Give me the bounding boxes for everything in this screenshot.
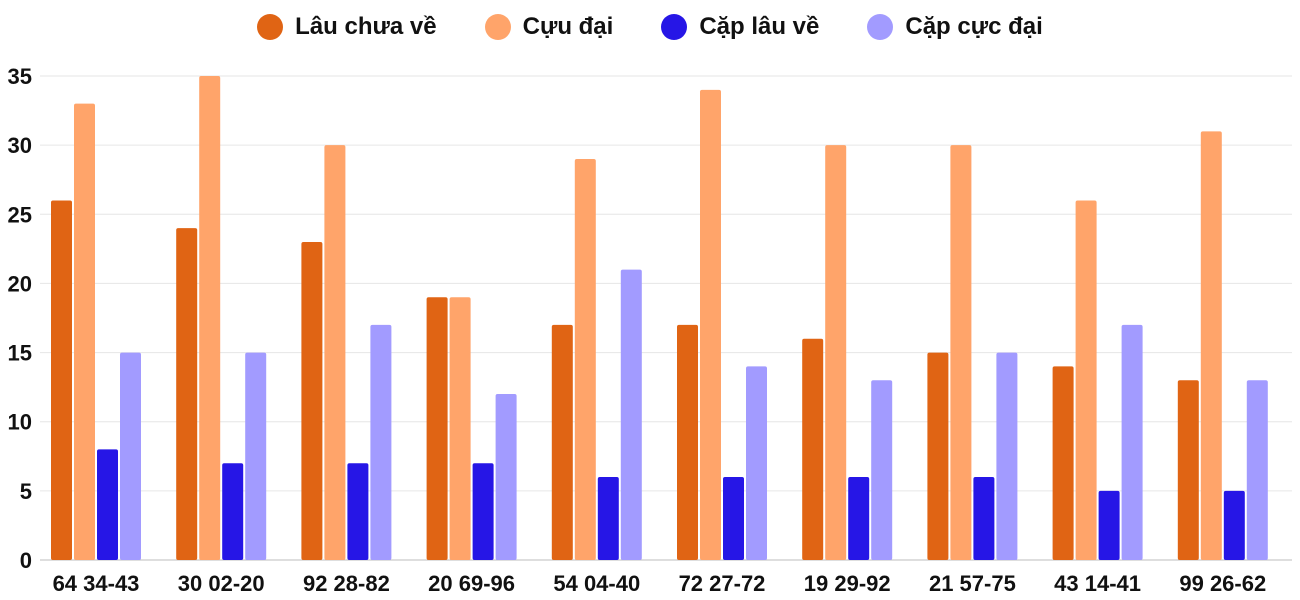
- legend-item-lau-chua-ve[interactable]: Lâu chưa về: [257, 13, 437, 41]
- x-tick-label: 72 27-72: [679, 571, 766, 596]
- x-tick-label: 99 26-62: [1179, 571, 1266, 596]
- bar-cap-lau-ve[interactable]: Cặp lâu về — 30 02-20: 7: [222, 463, 244, 560]
- bar-cap-cuc-dai[interactable]: Cặp cực đại — 30 02-20: 15: [245, 352, 267, 560]
- bar-cap-lau-ve[interactable]: Cặp lâu về — 54 04-40: 6: [597, 477, 619, 560]
- bar-cap-lau-ve[interactable]: Cặp lâu về — 99 26-62: 5: [1223, 490, 1245, 560]
- bar-lau-chua-ve[interactable]: Lâu chưa về — 99 26-62: 13: [1177, 380, 1199, 560]
- legend-label-cap-lau-ve: Cặp lâu về: [699, 13, 820, 40]
- legend-item-cuu-dai[interactable]: Cựu đại: [484, 13, 614, 41]
- y-tick-label: 0: [20, 548, 32, 573]
- bar-cap-lau-ve[interactable]: Cặp lâu về — 43 14-41: 5: [1098, 490, 1120, 560]
- y-tick-label: 15: [8, 341, 32, 366]
- bar-cuu-dai[interactable]: Cựu đại — 64 34-43: 33: [74, 103, 95, 561]
- bar-cap-cuc-dai[interactable]: Cặp cực đại — 92 28-82: 17: [370, 324, 392, 560]
- bar-cuu-dai[interactable]: Cựu đại — 99 26-62: 31: [1200, 131, 1222, 561]
- bar-cuu-dai[interactable]: Cựu đại — 54 04-40: 29: [574, 158, 596, 560]
- legend-swatch-cuu-dai: [484, 14, 511, 40]
- x-tick-label: 54 04-40: [553, 571, 640, 596]
- legend-item-cap-lau-ve[interactable]: Cặp lâu về: [661, 13, 819, 41]
- bars: Lâu chưa về — 64 34-43: 26Cựu đại — 64 3…: [51, 76, 1268, 561]
- legend-swatch-cap-cuc-dai: [867, 14, 894, 40]
- bar-cap-cuc-dai[interactable]: Cặp cực đại — 21 57-75: 15: [996, 352, 1018, 560]
- bar-cap-lau-ve[interactable]: Cặp lâu về — 92 28-82: 7: [347, 463, 369, 560]
- bar-lau-chua-ve[interactable]: Lâu chưa về — 30 02-20: 24: [176, 228, 198, 560]
- x-axis-ticks: 64 34-43 30 02-20 92 28-82 20 69-96 54 04-40…: [53, 571, 1267, 596]
- bar-cap-cuc-dai[interactable]: Cặp cực đại — 64 34-43: 15: [120, 352, 141, 560]
- bar-cuu-dai[interactable]: Cựu đại — 43 14-41: 26: [1075, 200, 1097, 560]
- legend-swatch-cap-lau-ve: [661, 14, 688, 40]
- bar-lau-chua-ve[interactable]: Lâu chưa về — 21 57-75: 15: [927, 352, 949, 560]
- bar-cap-lau-ve[interactable]: Cặp lâu về — 19 29-92: 6: [848, 477, 870, 560]
- bar-cuu-dai[interactable]: Cựu đại — 92 28-82: 30: [324, 145, 346, 560]
- y-tick-label: 5: [20, 479, 32, 504]
- bar-cuu-dai[interactable]: Cựu đại — 20 69-96: 19: [449, 297, 471, 560]
- bar-cap-lau-ve[interactable]: Cặp lâu về — 20 69-96: 7: [472, 463, 494, 560]
- bar-cuu-dai[interactable]: Cựu đại — 72 27-72: 34: [700, 89, 721, 560]
- bar-lau-chua-ve[interactable]: Lâu chưa về — 20 69-96: 19: [426, 297, 448, 560]
- legend-label-lau-chua-ve: Lâu chưa về: [295, 13, 437, 40]
- x-tick-label: 92 28-82: [303, 571, 390, 596]
- bar-lau-chua-ve[interactable]: Lâu chưa về — 64 34-43: 26: [51, 200, 72, 560]
- bar-lau-chua-ve[interactable]: Lâu chưa về — 92 28-82: 23: [301, 241, 323, 560]
- bar-cap-cuc-dai[interactable]: Cặp cực đại — 54 04-40: 21: [620, 269, 642, 560]
- legend-swatch-lau-chua-ve: [257, 14, 284, 40]
- y-tick-label: 10: [8, 410, 32, 435]
- x-tick-label: 20 69-96: [428, 571, 515, 596]
- bar-cap-lau-ve[interactable]: Cặp lâu về — 64 34-43: 8: [97, 449, 118, 560]
- bar-cap-cuc-dai[interactable]: Cặp cực đại — 99 26-62: 13: [1246, 380, 1268, 560]
- bar-cap-cuc-dai[interactable]: Cặp cực đại — 19 29-92: 13: [871, 380, 893, 560]
- x-tick-label: 43 14-41: [1054, 571, 1141, 596]
- bar-cap-cuc-dai[interactable]: Cặp cực đại — 72 27-72: 14: [746, 366, 767, 560]
- bar-lau-chua-ve[interactable]: Lâu chưa về — 54 04-40: 17: [551, 324, 573, 560]
- y-axis-ticks: 0 5 10 15 20 25 30 35: [8, 64, 32, 573]
- bar-cap-cuc-dai[interactable]: Cặp cực đại — 43 14-41: 17: [1121, 324, 1143, 560]
- x-tick-label: 30 02-20: [178, 571, 265, 596]
- bar-lau-chua-ve[interactable]: Lâu chưa về — 72 27-72: 17: [677, 324, 698, 560]
- bar-cap-lau-ve[interactable]: Cặp lâu về — 72 27-72: 6: [723, 477, 744, 560]
- bar-cuu-dai[interactable]: Cựu đại — 21 57-75: 30: [950, 145, 972, 560]
- bar-cuu-dai[interactable]: Cựu đại — 30 02-20: 35: [199, 76, 221, 560]
- x-tick-label: 19 29-92: [804, 571, 891, 596]
- y-tick-label: 25: [8, 202, 32, 227]
- bar-lau-chua-ve[interactable]: Lâu chưa về — 43 14-41: 14: [1052, 366, 1074, 560]
- y-tick-label: 30: [8, 133, 32, 158]
- bar-cap-lau-ve[interactable]: Cặp lâu về — 21 57-75: 6: [973, 477, 995, 560]
- x-tick-label: 21 57-75: [929, 571, 1016, 596]
- y-tick-label: 20: [8, 271, 32, 296]
- x-tick-label: 64 34-43: [53, 571, 140, 596]
- legend-label-cap-cuc-dai: Cặp cực đại: [905, 13, 1043, 40]
- bar-lau-chua-ve[interactable]: Lâu chưa về — 19 29-92: 16: [802, 338, 824, 560]
- bar-cuu-dai[interactable]: Cựu đại — 19 29-92: 30: [825, 145, 847, 560]
- legend-item-cap-cuc-dai[interactable]: Cặp cực đại: [867, 13, 1043, 41]
- bar-cap-cuc-dai[interactable]: Cặp cực đại — 20 69-96: 12: [495, 394, 517, 560]
- legend: Lâu chưa về Cựu đại Cặp lâu về Cặp cực đ…: [0, 8, 1300, 46]
- legend-label-cuu-dai: Cựu đại: [522, 13, 614, 40]
- y-tick-label: 35: [8, 64, 32, 89]
